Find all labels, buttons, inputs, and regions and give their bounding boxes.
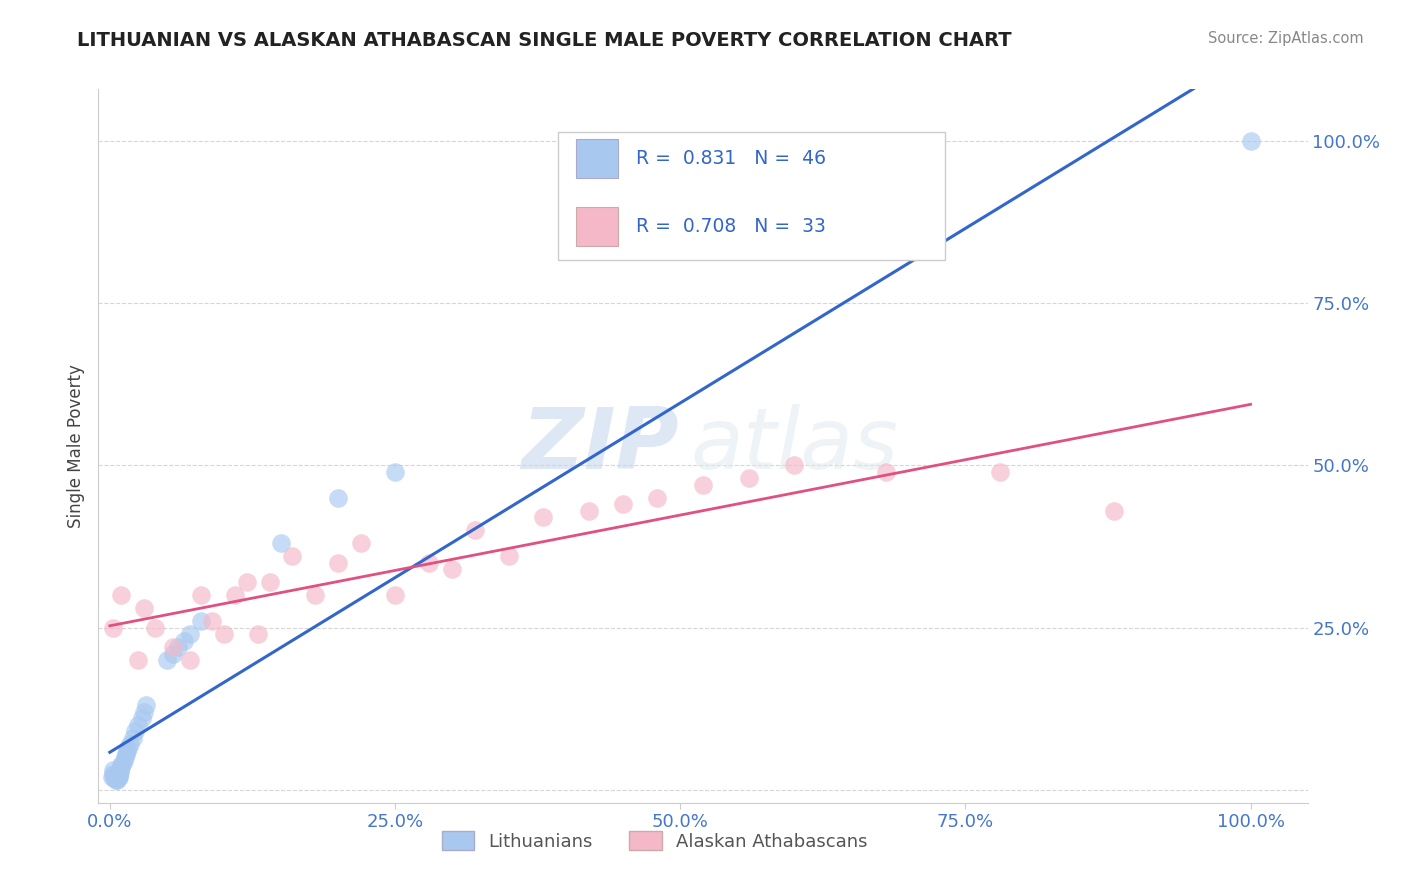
Text: R =  0.708   N =  33: R = 0.708 N = 33 <box>637 217 827 236</box>
Point <box>120 738 142 752</box>
Point <box>105 771 128 785</box>
FancyBboxPatch shape <box>576 207 619 246</box>
Point <box>304 588 326 602</box>
Point <box>190 614 212 628</box>
Point <box>145 621 167 635</box>
Point <box>384 588 406 602</box>
Point <box>875 465 897 479</box>
Text: atlas: atlas <box>690 404 898 488</box>
Point <box>103 764 125 778</box>
Y-axis label: Single Male Poverty: Single Male Poverty <box>66 364 84 528</box>
Point <box>531 510 554 524</box>
Point <box>103 768 125 782</box>
Point <box>326 556 349 570</box>
Point <box>212 627 235 641</box>
Point <box>101 770 124 784</box>
Point <box>110 588 132 602</box>
Point <box>441 562 464 576</box>
Point <box>114 747 136 761</box>
Point <box>121 731 143 745</box>
Point <box>103 771 125 785</box>
Point <box>111 756 134 771</box>
Point <box>179 653 201 667</box>
Point <box>647 491 669 505</box>
Point <box>104 773 127 788</box>
Text: ZIP: ZIP <box>522 404 679 488</box>
Point <box>107 768 129 782</box>
Point <box>988 465 1011 479</box>
Point <box>167 640 190 654</box>
Point <box>104 766 127 780</box>
Point <box>114 750 136 764</box>
Point <box>115 744 138 758</box>
Point <box>259 575 281 590</box>
Point <box>350 536 373 550</box>
Point <box>464 524 486 538</box>
Point <box>127 653 149 667</box>
Point <box>737 471 759 485</box>
Point <box>103 766 125 780</box>
Point <box>247 627 270 641</box>
FancyBboxPatch shape <box>558 132 945 260</box>
Point <box>131 711 153 725</box>
Point <box>1239 134 1261 148</box>
Point <box>108 764 131 779</box>
FancyBboxPatch shape <box>576 139 619 178</box>
Point <box>235 575 257 590</box>
Point <box>162 640 184 654</box>
Text: Source: ZipAtlas.com: Source: ZipAtlas.com <box>1208 31 1364 46</box>
Point <box>110 758 132 772</box>
Point <box>107 771 129 785</box>
Point <box>117 740 139 755</box>
Point <box>173 633 195 648</box>
Point <box>418 556 440 570</box>
Point <box>108 768 131 782</box>
Point <box>783 458 806 473</box>
Point <box>132 705 155 719</box>
Point <box>224 588 246 602</box>
Point <box>190 588 212 602</box>
Point <box>326 491 349 505</box>
Point <box>179 627 201 641</box>
Point <box>107 766 129 780</box>
Text: LITHUANIAN VS ALASKAN ATHABASCAN SINGLE MALE POVERTY CORRELATION CHART: LITHUANIAN VS ALASKAN ATHABASCAN SINGLE … <box>77 31 1012 50</box>
Point <box>105 773 128 788</box>
Point <box>108 766 131 780</box>
Point <box>107 770 129 784</box>
Point <box>270 536 292 550</box>
Point <box>112 754 135 768</box>
Point <box>281 549 304 564</box>
Point <box>103 621 125 635</box>
Point <box>578 504 600 518</box>
Point <box>132 601 155 615</box>
Point <box>105 768 128 782</box>
Legend: Lithuanians, Alaskan Athabascans: Lithuanians, Alaskan Athabascans <box>434 824 875 858</box>
Point <box>692 478 714 492</box>
Text: R =  0.831   N =  46: R = 0.831 N = 46 <box>637 149 827 169</box>
Point <box>108 764 131 778</box>
Point <box>110 760 132 774</box>
Point <box>104 771 127 785</box>
Point <box>104 770 127 784</box>
Point <box>127 718 149 732</box>
Point <box>108 770 131 784</box>
Point <box>1102 504 1125 518</box>
Point <box>384 465 406 479</box>
Point <box>201 614 224 628</box>
Point <box>162 647 184 661</box>
Point <box>498 549 520 564</box>
Point <box>612 497 634 511</box>
Point <box>135 698 157 713</box>
Point <box>124 724 146 739</box>
Point <box>156 653 179 667</box>
